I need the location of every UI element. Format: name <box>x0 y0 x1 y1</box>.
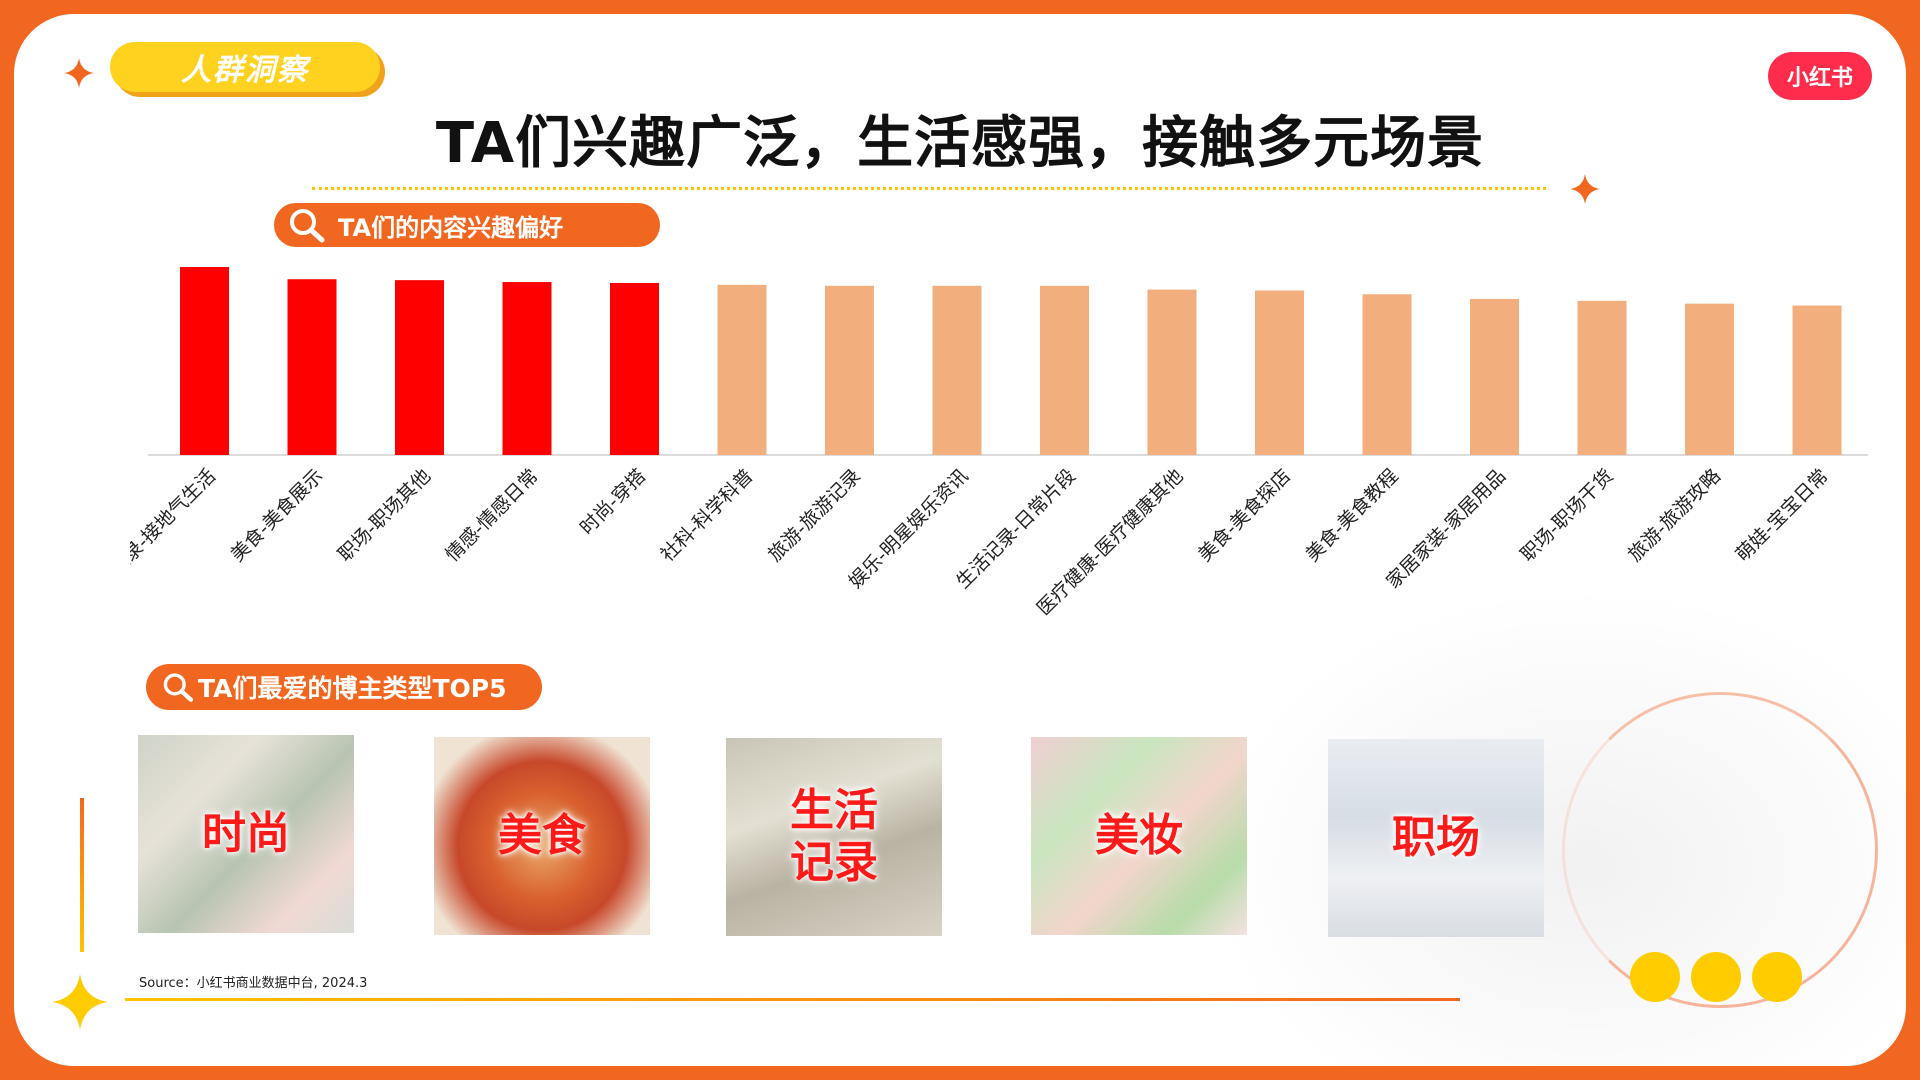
sparkle-icon <box>1570 174 1600 204</box>
interest-bar-chart: 生活记录-接地气生活 美食-美食展示 职场-职场其他 情感-情感日常 时尚-穿搭 社科-科… <box>130 267 1868 620</box>
x-tick-label: 情感-情感日常 <box>442 465 543 566</box>
title-divider <box>312 187 1546 190</box>
sparkle-icon <box>52 974 108 1030</box>
card-label: 时尚 <box>202 808 290 859</box>
x-tick-label: 职场-职场干货 <box>1517 465 1618 566</box>
x-tick-label: 美食-美食展示 <box>227 465 328 566</box>
interest-section-text: TA们的内容兴趣偏好 <box>338 213 564 242</box>
bar <box>1040 285 1089 455</box>
blogger-card-food: 美食 <box>434 737 650 935</box>
page-title: TA们兴趣广泛，生活感强，接触多元场景 <box>435 111 1485 176</box>
blogger-card-fashion: 时尚 <box>138 735 354 933</box>
decorative-dot <box>1691 952 1741 1002</box>
bar <box>395 280 444 455</box>
bar <box>825 285 874 455</box>
bar <box>1362 294 1412 455</box>
bar <box>1577 300 1627 455</box>
x-tick-label: 时尚-穿搭 <box>576 465 650 539</box>
card-label: 美妆 <box>1095 810 1183 861</box>
xiaohongshu-logo: 小红书 <box>1768 52 1872 100</box>
bar <box>717 284 767 455</box>
bar <box>932 285 982 455</box>
decorative-arc <box>1562 692 1878 1008</box>
search-icon <box>163 673 194 702</box>
search-icon <box>290 209 325 243</box>
sparkle-icon <box>64 58 94 88</box>
decorative-dot <box>1752 952 1802 1002</box>
bottom-divider <box>125 998 1460 1001</box>
decorative-dot <box>1630 952 1680 1002</box>
x-tick-label: 职场-职场其他 <box>334 465 435 566</box>
x-tick-label: 旅游-旅游攻略 <box>1624 465 1725 566</box>
x-tick-label: 旅游-旅游记录 <box>764 465 865 566</box>
bar <box>502 282 552 455</box>
blogger-card-workplace: 职场 <box>1328 739 1544 937</box>
x-tick-label: 萌娃-宝宝日常 <box>1732 465 1833 566</box>
accent-line <box>80 798 84 952</box>
bar <box>1147 289 1197 455</box>
bar <box>1255 290 1304 455</box>
x-tick-label: 娱乐-明星娱乐资讯 <box>845 465 973 593</box>
blogger-card-lifestyle: 生活 记录 <box>726 738 942 936</box>
section-tag: 人群洞察 <box>110 42 380 92</box>
x-tick-label: 生活记录-日常片段 <box>952 465 1080 593</box>
blogger-section-label: TA们最爱的博主类型TOP5 <box>146 664 542 710</box>
card-label: 生活 记录 <box>790 785 878 888</box>
card-label: 职场 <box>1392 812 1480 863</box>
bar <box>180 267 229 455</box>
card-label: 美食 <box>498 810 586 861</box>
x-tick-label: 社科-科学科普 <box>657 465 758 566</box>
blogger-section-text: TA们最爱的博主类型TOP5 <box>198 674 507 703</box>
x-tick-label: 美食-美食探店 <box>1194 465 1295 566</box>
x-tick-label: 生活记录-接地气生活 <box>130 465 220 606</box>
bar <box>1470 298 1519 455</box>
bar <box>1685 303 1734 455</box>
source-note: Source：小红书商业数据中台, 2024.3 <box>139 976 368 991</box>
x-tick-label: 美食-美食教程 <box>1302 465 1403 566</box>
bar <box>610 282 659 455</box>
blogger-card-makeup: 美妆 <box>1031 737 1247 935</box>
bar <box>287 279 337 455</box>
x-tick-label: 家居家装-家居用品 <box>1382 465 1510 593</box>
bar <box>1792 305 1842 455</box>
interest-section-label: TA们的内容兴趣偏好 <box>274 203 660 247</box>
